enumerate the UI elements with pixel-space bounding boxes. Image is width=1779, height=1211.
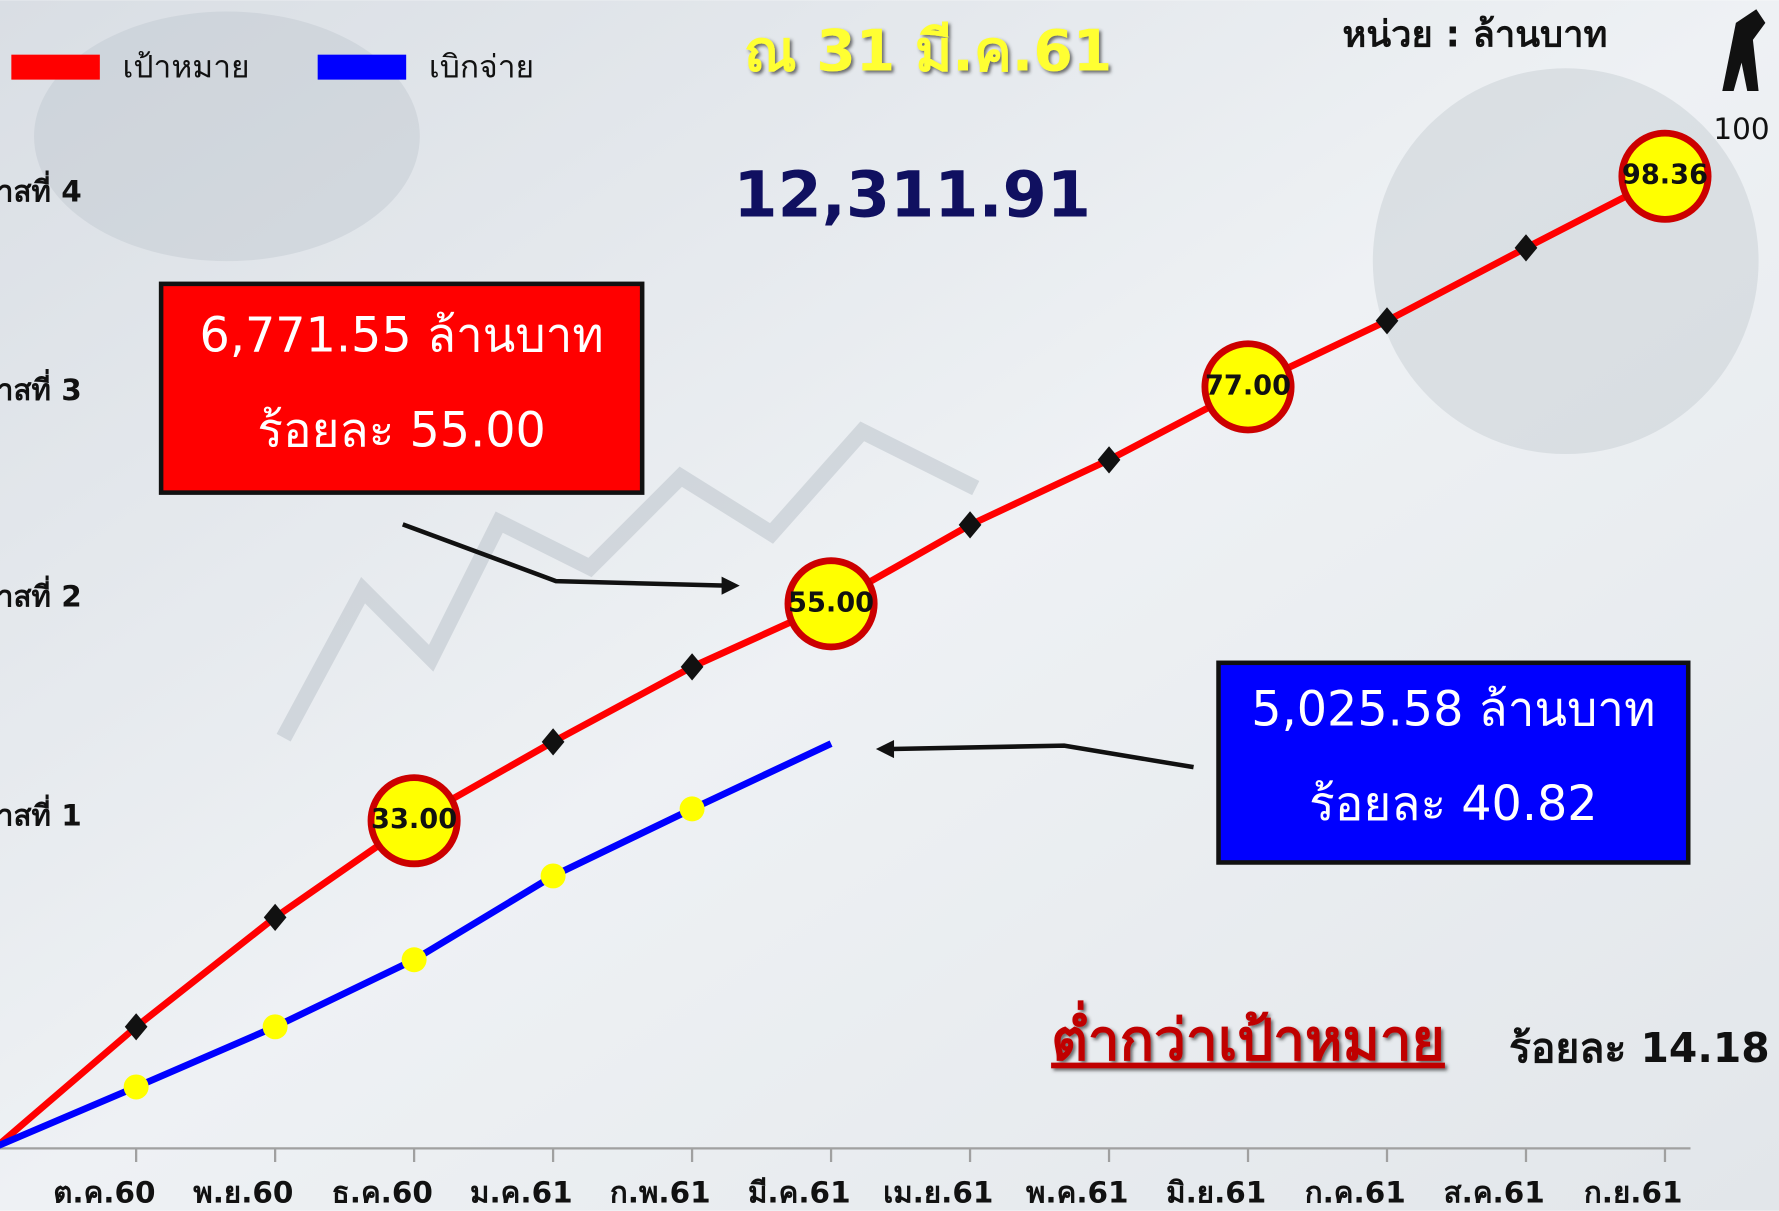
dot-marker bbox=[263, 1014, 288, 1039]
x-tick-label: ม.ค.61 bbox=[470, 1175, 573, 1209]
quarter-label: ไตรมาสที่ 3 bbox=[0, 369, 82, 407]
x-tick-label: มี.ค.61 bbox=[748, 1175, 851, 1209]
page: ไตรมาสที่ 1 ไตรมาสที่ 2 ไตรมาสที่ 3 ไตรมาสท… bbox=[0, 0, 1779, 1211]
quarter-label: ไตรมาสที่ 4 bbox=[0, 171, 82, 209]
quarter-label: ไตรมาสที่ 2 bbox=[0, 576, 82, 614]
target-box-line: 6,771.55 ล้านบาท bbox=[200, 308, 604, 363]
unit-label: หน่วย : ล้านบาท bbox=[1342, 13, 1607, 56]
actual-box-line: 5,025.58 ล้านบาท bbox=[1251, 683, 1655, 738]
legend-swatch bbox=[11, 55, 99, 80]
chart-title: ณ 31 มี.ค.61 bbox=[744, 18, 1112, 84]
dot-marker bbox=[680, 796, 705, 821]
x-tick-label: ก.ย.61 bbox=[1584, 1175, 1683, 1209]
dot-marker bbox=[402, 947, 427, 972]
dot-marker bbox=[541, 863, 566, 888]
dot-marker bbox=[124, 1074, 149, 1099]
x-tick-label: ต.ค.60 bbox=[53, 1175, 155, 1209]
x-tick-label: มิ.ย.61 bbox=[1166, 1175, 1266, 1209]
x-tick-label: ก.พ.61 bbox=[610, 1175, 711, 1209]
x-tick-label: พ.ค.61 bbox=[1026, 1175, 1129, 1209]
legend-label: เบิกจ่าย bbox=[429, 49, 534, 85]
data-label: 98.36 bbox=[1622, 160, 1708, 191]
x-tick-label: เม.ย.61 bbox=[883, 1175, 993, 1209]
x-tick-label: ก.ค.61 bbox=[1305, 1175, 1406, 1209]
x-tick-label: พ.ย.60 bbox=[193, 1175, 293, 1209]
actual-box-line: ร้อยละ 40.82 bbox=[1309, 777, 1597, 832]
legend-label: เป้าหมาย bbox=[123, 49, 250, 85]
data-label: 33.00 bbox=[371, 804, 457, 835]
data-label: 55.00 bbox=[788, 587, 874, 618]
total-value: 12,311.91 bbox=[733, 157, 1091, 231]
bg-shape bbox=[1373, 68, 1759, 454]
data-label: 77.00 bbox=[1205, 370, 1291, 401]
quarter-label: ไตรมาสที่ 1 bbox=[0, 795, 82, 833]
x-tick-label: ส.ค.61 bbox=[1444, 1175, 1545, 1209]
gap-value: ร้อยละ 14.18 bbox=[1509, 1024, 1770, 1072]
target-box-line: ร้อยละ 55.00 bbox=[257, 404, 545, 459]
chart: ไตรมาสที่ 1 ไตรมาสที่ 2 ไตรมาสที่ 3 ไตรมาสท… bbox=[0, 0, 1779, 1211]
top-label: 100 bbox=[1713, 112, 1769, 146]
x-tick-label: ธ.ค.60 bbox=[332, 1175, 433, 1209]
gap-label: ต่ำกว่าเป้าหมาย bbox=[1051, 1001, 1445, 1074]
legend-swatch bbox=[318, 55, 406, 80]
